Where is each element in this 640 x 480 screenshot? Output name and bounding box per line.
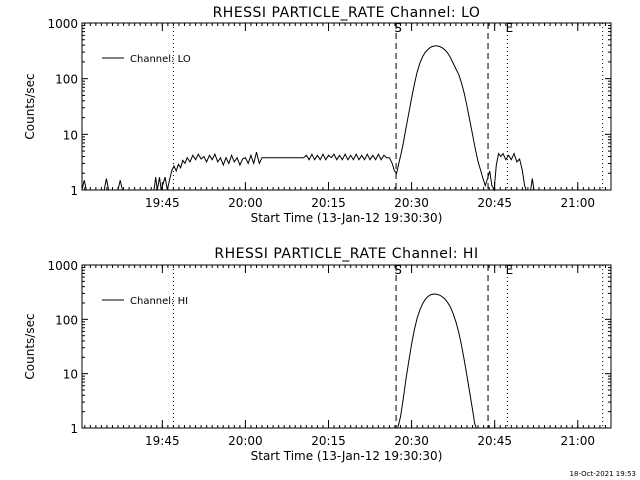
y-tick-label: 1000: [47, 17, 78, 31]
footer-timestamp: 18-Oct-2021 19:53: [570, 470, 636, 478]
chart-title: RHESSI PARTICLE_RATE Channel: LO: [213, 5, 481, 21]
x-axis-label: Start Time (13-Jan-12 19:30:30): [251, 449, 443, 463]
marker-label-s: S: [394, 263, 402, 277]
marker-label-e: E: [506, 263, 514, 277]
x-tick-label: 20:15: [311, 196, 346, 210]
y-tick-label: 10: [63, 368, 78, 382]
x-tick-label: 20:30: [394, 434, 429, 448]
x-tick-label: 21:00: [560, 434, 595, 448]
chart-title: RHESSI PARTICLE_RATE Channel: HI: [214, 246, 478, 262]
chart-lo-channel: RHESSI PARTICLE_RATE Channel: LO 1 10 100 10…: [23, 5, 612, 225]
legend-label: Channel: HI: [130, 296, 188, 307]
x-tick-label: 20:45: [477, 434, 512, 448]
x-tick-label: 20:00: [228, 196, 263, 210]
plot-frame: [81, 22, 612, 191]
y-tick-label: 100: [55, 313, 78, 327]
y-tick-label: 1: [70, 184, 78, 198]
y-tick-label: 1: [70, 422, 78, 436]
x-tick-label: 20:30: [394, 196, 429, 210]
plot-frame: [81, 264, 612, 429]
series-line-0: [397, 293, 477, 429]
x-tick-label: 20:45: [477, 196, 512, 210]
y-tick-label: 10: [63, 128, 78, 142]
x-tick-label: 19:45: [145, 196, 180, 210]
y-tick-label: 1000: [47, 259, 78, 273]
y-axis-label: Counts/sec: [23, 313, 37, 379]
series-line-0: [81, 45, 542, 192]
y-axis-label: Counts/sec: [23, 73, 37, 139]
x-tick-label: 19:45: [145, 434, 180, 448]
x-tick-label: 21:00: [560, 196, 595, 210]
legend-label: Channel: LO: [130, 54, 191, 65]
x-tick-label: 20:00: [228, 434, 263, 448]
chart-hi-channel: RHESSI PARTICLE_RATE Channel: HI 1 10 100 10…: [23, 246, 612, 463]
y-tick-label: 100: [55, 73, 78, 87]
x-tick-label: 20:15: [311, 434, 346, 448]
marker-label-s: S: [394, 21, 402, 35]
x-axis-label: Start Time (13-Jan-12 19:30:30): [251, 211, 443, 225]
marker-label-e: E: [506, 21, 514, 35]
